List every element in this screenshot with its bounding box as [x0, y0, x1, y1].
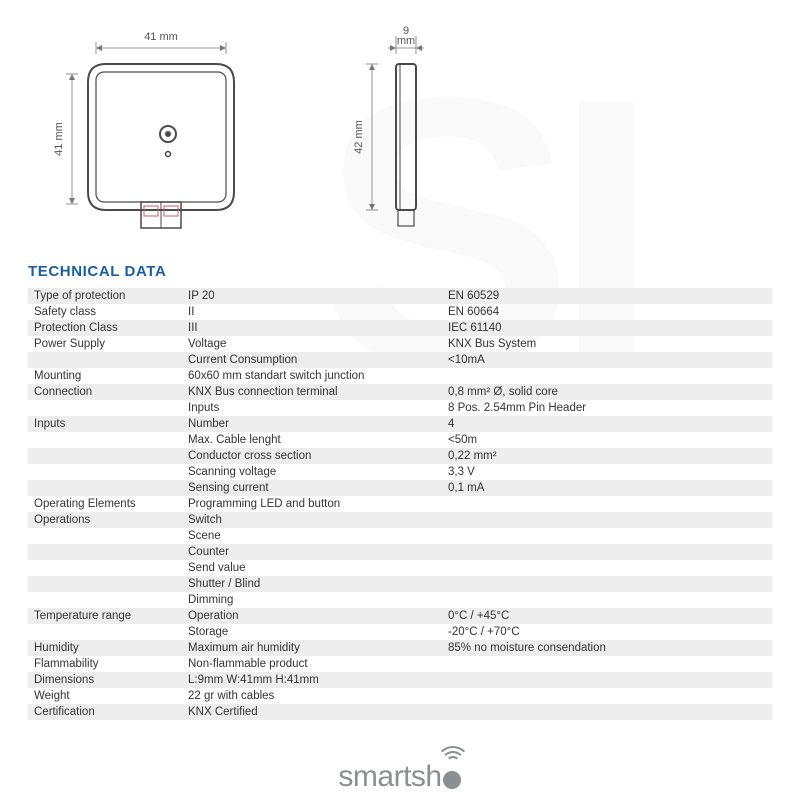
spec-sub: Switch	[188, 514, 448, 527]
spec-sub: Non-flammable product	[188, 658, 448, 671]
spec-value: 0,8 mm² Ø, solid core	[448, 386, 772, 399]
front-width-label: 41 mm	[144, 31, 178, 43]
tech-drawings: 41 mm 41 mm	[48, 24, 772, 239]
spec-row: FlammabilityNon-flammable product	[28, 656, 772, 672]
spec-row: Current Consumption<10mA	[28, 352, 772, 368]
side-height-label: 42 mm	[353, 120, 365, 154]
spec-row: CertificationKNX Certified	[28, 704, 772, 720]
spec-value: <10mA	[448, 354, 772, 367]
spec-sub: Send value	[188, 562, 448, 575]
spec-value: IEC 61140	[448, 322, 772, 335]
spec-sub: Counter	[188, 546, 448, 559]
spec-row: Mounting60x60 mm standart switch junctio…	[28, 368, 772, 384]
front-height-label: 41 mm	[53, 122, 65, 156]
spec-sub: III	[188, 322, 448, 335]
spec-sub: Scanning voltage	[188, 466, 448, 479]
spec-label: Certification	[28, 706, 188, 719]
spec-value: 0,1 mA	[448, 482, 772, 495]
spec-sub: Inputs	[188, 402, 448, 415]
spec-sub: Scene	[188, 530, 448, 543]
spec-label: Safety class	[28, 306, 188, 319]
svg-text:mm: mm	[397, 35, 415, 47]
section-title: TECHNICAL DATA	[28, 263, 772, 280]
spec-row: Dimming	[28, 592, 772, 608]
spec-row: Sensing current0,1 mA	[28, 480, 772, 496]
spec-label: Weight	[28, 690, 188, 703]
spec-row: OperationsSwitch	[28, 512, 772, 528]
spec-sub: Operation	[188, 610, 448, 623]
spec-label: Power Supply	[28, 338, 188, 351]
spec-sub: II	[188, 306, 448, 319]
spec-label: Humidity	[28, 642, 188, 655]
spec-row: Power SupplyVoltageKNX Bus System	[28, 336, 772, 352]
logo-text: smartsh	[338, 760, 441, 794]
spec-sub: 60x60 mm standart switch junction	[188, 370, 448, 383]
brand-logo: smartsh	[0, 760, 800, 794]
spec-sub: IP 20	[188, 290, 448, 303]
spec-sub: KNX Bus connection terminal	[188, 386, 448, 399]
spec-sub: Sensing current	[188, 482, 448, 495]
spec-sub: KNX Certified	[188, 706, 448, 719]
spec-value: 3,3 V	[448, 466, 772, 479]
spec-row: InputsNumber4	[28, 416, 772, 432]
spec-row: Storage-20°C / +70°C	[28, 624, 772, 640]
spec-row: Shutter / Blind	[28, 576, 772, 592]
side-view-drawing: 9 mm 42 mm	[338, 24, 458, 239]
spec-row: Scanning voltage3,3 V	[28, 464, 772, 480]
spec-value: -20°C / +70°C	[448, 626, 772, 639]
spec-row: Temperature rangeOperation0°C / +45°C	[28, 608, 772, 624]
spec-row: ConnectionKNX Bus connection terminal0,8…	[28, 384, 772, 400]
spec-label: Dimensions	[28, 674, 188, 687]
spec-label: Inputs	[28, 418, 188, 431]
spec-sub: Max. Cable lenght	[188, 434, 448, 447]
spec-sub: Maximum air humidity	[188, 642, 448, 655]
spec-label: Type of protection	[28, 290, 188, 303]
spec-sub: Conductor cross section	[188, 450, 448, 463]
spec-row: Scene	[28, 528, 772, 544]
spec-row: Protection ClassIIIIEC 61140	[28, 320, 772, 336]
technical-data-table: Type of protectionIP 20EN 60529Safety cl…	[28, 288, 772, 720]
spec-sub: Voltage	[188, 338, 448, 351]
spec-sub: 22 gr with cables	[188, 690, 448, 703]
spec-sub: Number	[188, 418, 448, 431]
spec-value: 85% no moisture consendation	[448, 642, 772, 655]
spec-sub: Current Consumption	[188, 354, 448, 367]
spec-sub: Shutter / Blind	[188, 578, 448, 591]
spec-row: Send value	[28, 560, 772, 576]
spec-label: Connection	[28, 386, 188, 399]
spec-row: Max. Cable lenght<50m	[28, 432, 772, 448]
spec-value: 8 Pos. 2.54mm Pin Header	[448, 402, 772, 415]
spec-row: Weight22 gr with cables	[28, 688, 772, 704]
front-view-drawing: 41 mm 41 mm	[48, 24, 258, 239]
spec-row: Inputs8 Pos. 2.54mm Pin Header	[28, 400, 772, 416]
spec-value: KNX Bus System	[448, 338, 772, 351]
spec-value: EN 60529	[448, 290, 772, 303]
spec-value: 4	[448, 418, 772, 431]
spec-label: Temperature range	[28, 610, 188, 623]
spec-label: Protection Class	[28, 322, 188, 335]
spec-value: 0°C / +45°C	[448, 610, 772, 623]
spec-row: Counter	[28, 544, 772, 560]
spec-row: DimensionsL:9mm W:41mm H:41mm	[28, 672, 772, 688]
spec-row: Safety classIIEN 60664	[28, 304, 772, 320]
spec-value: 0,22 mm²	[448, 450, 772, 463]
spec-row: Conductor cross section0,22 mm²	[28, 448, 772, 464]
spec-label: Mounting	[28, 370, 188, 383]
spec-value: EN 60664	[448, 306, 772, 319]
spec-row: Type of protectionIP 20EN 60529	[28, 288, 772, 304]
spec-sub: Dimming	[188, 594, 448, 607]
spec-label: Operations	[28, 514, 188, 527]
spec-row: Operating ElementsProgramming LED and bu…	[28, 496, 772, 512]
spec-row: HumidityMaximum air humidity85% no moist…	[28, 640, 772, 656]
spec-value: <50m	[448, 434, 772, 447]
spec-sub: Storage	[188, 626, 448, 639]
spec-sub: L:9mm W:41mm H:41mm	[188, 674, 448, 687]
spec-label: Flammability	[28, 658, 188, 671]
spec-sub: Programming LED and button	[188, 498, 448, 511]
spec-label: Operating Elements	[28, 498, 188, 511]
